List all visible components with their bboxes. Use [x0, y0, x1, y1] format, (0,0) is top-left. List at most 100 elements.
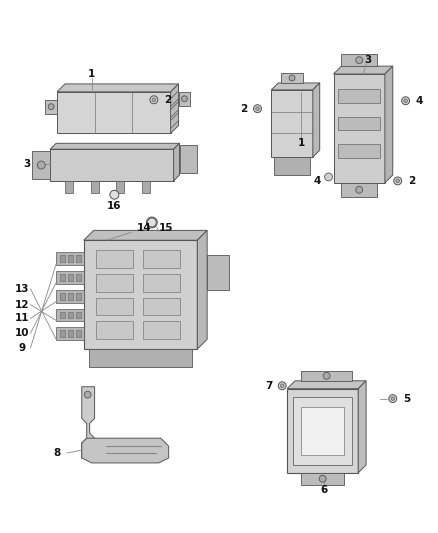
Text: 9: 9 — [19, 343, 26, 353]
Text: 2: 2 — [408, 176, 415, 186]
Text: 4: 4 — [416, 96, 423, 106]
Circle shape — [404, 99, 407, 102]
Text: 8: 8 — [53, 448, 61, 458]
Bar — [143, 321, 180, 339]
Polygon shape — [171, 112, 179, 128]
Circle shape — [391, 397, 395, 400]
Polygon shape — [171, 91, 179, 107]
Circle shape — [394, 177, 402, 185]
Bar — [76, 274, 81, 281]
Bar — [287, 389, 358, 473]
Bar — [76, 311, 81, 318]
Bar — [60, 330, 65, 337]
Circle shape — [325, 173, 332, 181]
Circle shape — [402, 97, 410, 104]
Bar — [143, 274, 180, 292]
Circle shape — [110, 190, 119, 199]
Bar — [271, 90, 313, 157]
Polygon shape — [57, 84, 179, 92]
Bar — [95, 297, 133, 316]
Text: 3: 3 — [23, 159, 30, 169]
Polygon shape — [333, 66, 393, 74]
Bar — [56, 271, 84, 284]
Bar — [76, 255, 81, 262]
Polygon shape — [173, 143, 180, 181]
Bar — [95, 321, 133, 339]
Polygon shape — [32, 151, 50, 179]
Polygon shape — [50, 143, 180, 149]
Polygon shape — [179, 92, 191, 106]
Bar — [95, 250, 133, 268]
Text: 13: 13 — [15, 284, 30, 294]
Bar — [60, 311, 65, 318]
Bar — [274, 157, 310, 175]
Text: 1: 1 — [88, 69, 95, 79]
Polygon shape — [82, 387, 95, 458]
Polygon shape — [271, 83, 320, 90]
Text: 2: 2 — [164, 95, 171, 105]
Text: 2: 2 — [240, 103, 247, 114]
Bar — [117, 181, 124, 193]
Circle shape — [356, 56, 363, 63]
Circle shape — [181, 96, 187, 102]
Bar — [68, 311, 73, 318]
Bar — [84, 240, 197, 349]
Polygon shape — [385, 66, 393, 183]
Bar — [143, 297, 180, 316]
Circle shape — [389, 394, 397, 402]
Bar — [339, 117, 380, 131]
Circle shape — [356, 187, 363, 193]
Circle shape — [256, 107, 259, 110]
Circle shape — [289, 75, 295, 81]
Text: 14: 14 — [137, 223, 151, 233]
Bar — [60, 274, 65, 281]
Polygon shape — [84, 230, 207, 240]
Bar — [342, 183, 377, 197]
Bar — [56, 252, 84, 265]
Bar — [333, 74, 385, 183]
Polygon shape — [313, 83, 320, 157]
Polygon shape — [180, 146, 197, 173]
Bar — [56, 327, 84, 340]
Bar — [301, 473, 344, 484]
Circle shape — [254, 104, 261, 112]
Circle shape — [84, 391, 91, 398]
Circle shape — [396, 179, 399, 183]
Polygon shape — [197, 230, 207, 349]
Polygon shape — [287, 381, 366, 389]
Text: 6: 6 — [320, 484, 327, 495]
Bar — [143, 250, 180, 268]
Bar — [293, 397, 352, 465]
Bar — [91, 181, 99, 193]
Bar — [76, 293, 81, 300]
Bar — [68, 330, 73, 337]
Text: 1: 1 — [297, 138, 304, 148]
Circle shape — [150, 96, 158, 104]
Bar — [281, 73, 303, 83]
Bar — [342, 54, 377, 66]
Circle shape — [146, 217, 157, 228]
Bar — [88, 349, 192, 367]
Polygon shape — [358, 381, 366, 473]
Circle shape — [278, 382, 286, 390]
Bar — [339, 89, 380, 103]
Text: 7: 7 — [266, 381, 273, 391]
Circle shape — [152, 98, 155, 102]
Bar — [68, 293, 73, 300]
Bar — [60, 293, 65, 300]
Bar — [76, 330, 81, 337]
Text: 15: 15 — [159, 223, 173, 233]
Circle shape — [323, 373, 330, 379]
Bar — [50, 149, 173, 181]
Text: 3: 3 — [364, 55, 372, 65]
Text: 10: 10 — [15, 328, 30, 338]
Circle shape — [148, 218, 156, 227]
Bar — [301, 371, 352, 381]
Bar — [339, 144, 380, 158]
Polygon shape — [45, 100, 57, 114]
Circle shape — [280, 384, 284, 387]
Bar — [142, 181, 150, 193]
Bar — [68, 255, 73, 262]
Polygon shape — [171, 84, 179, 133]
Text: 4: 4 — [313, 176, 321, 186]
